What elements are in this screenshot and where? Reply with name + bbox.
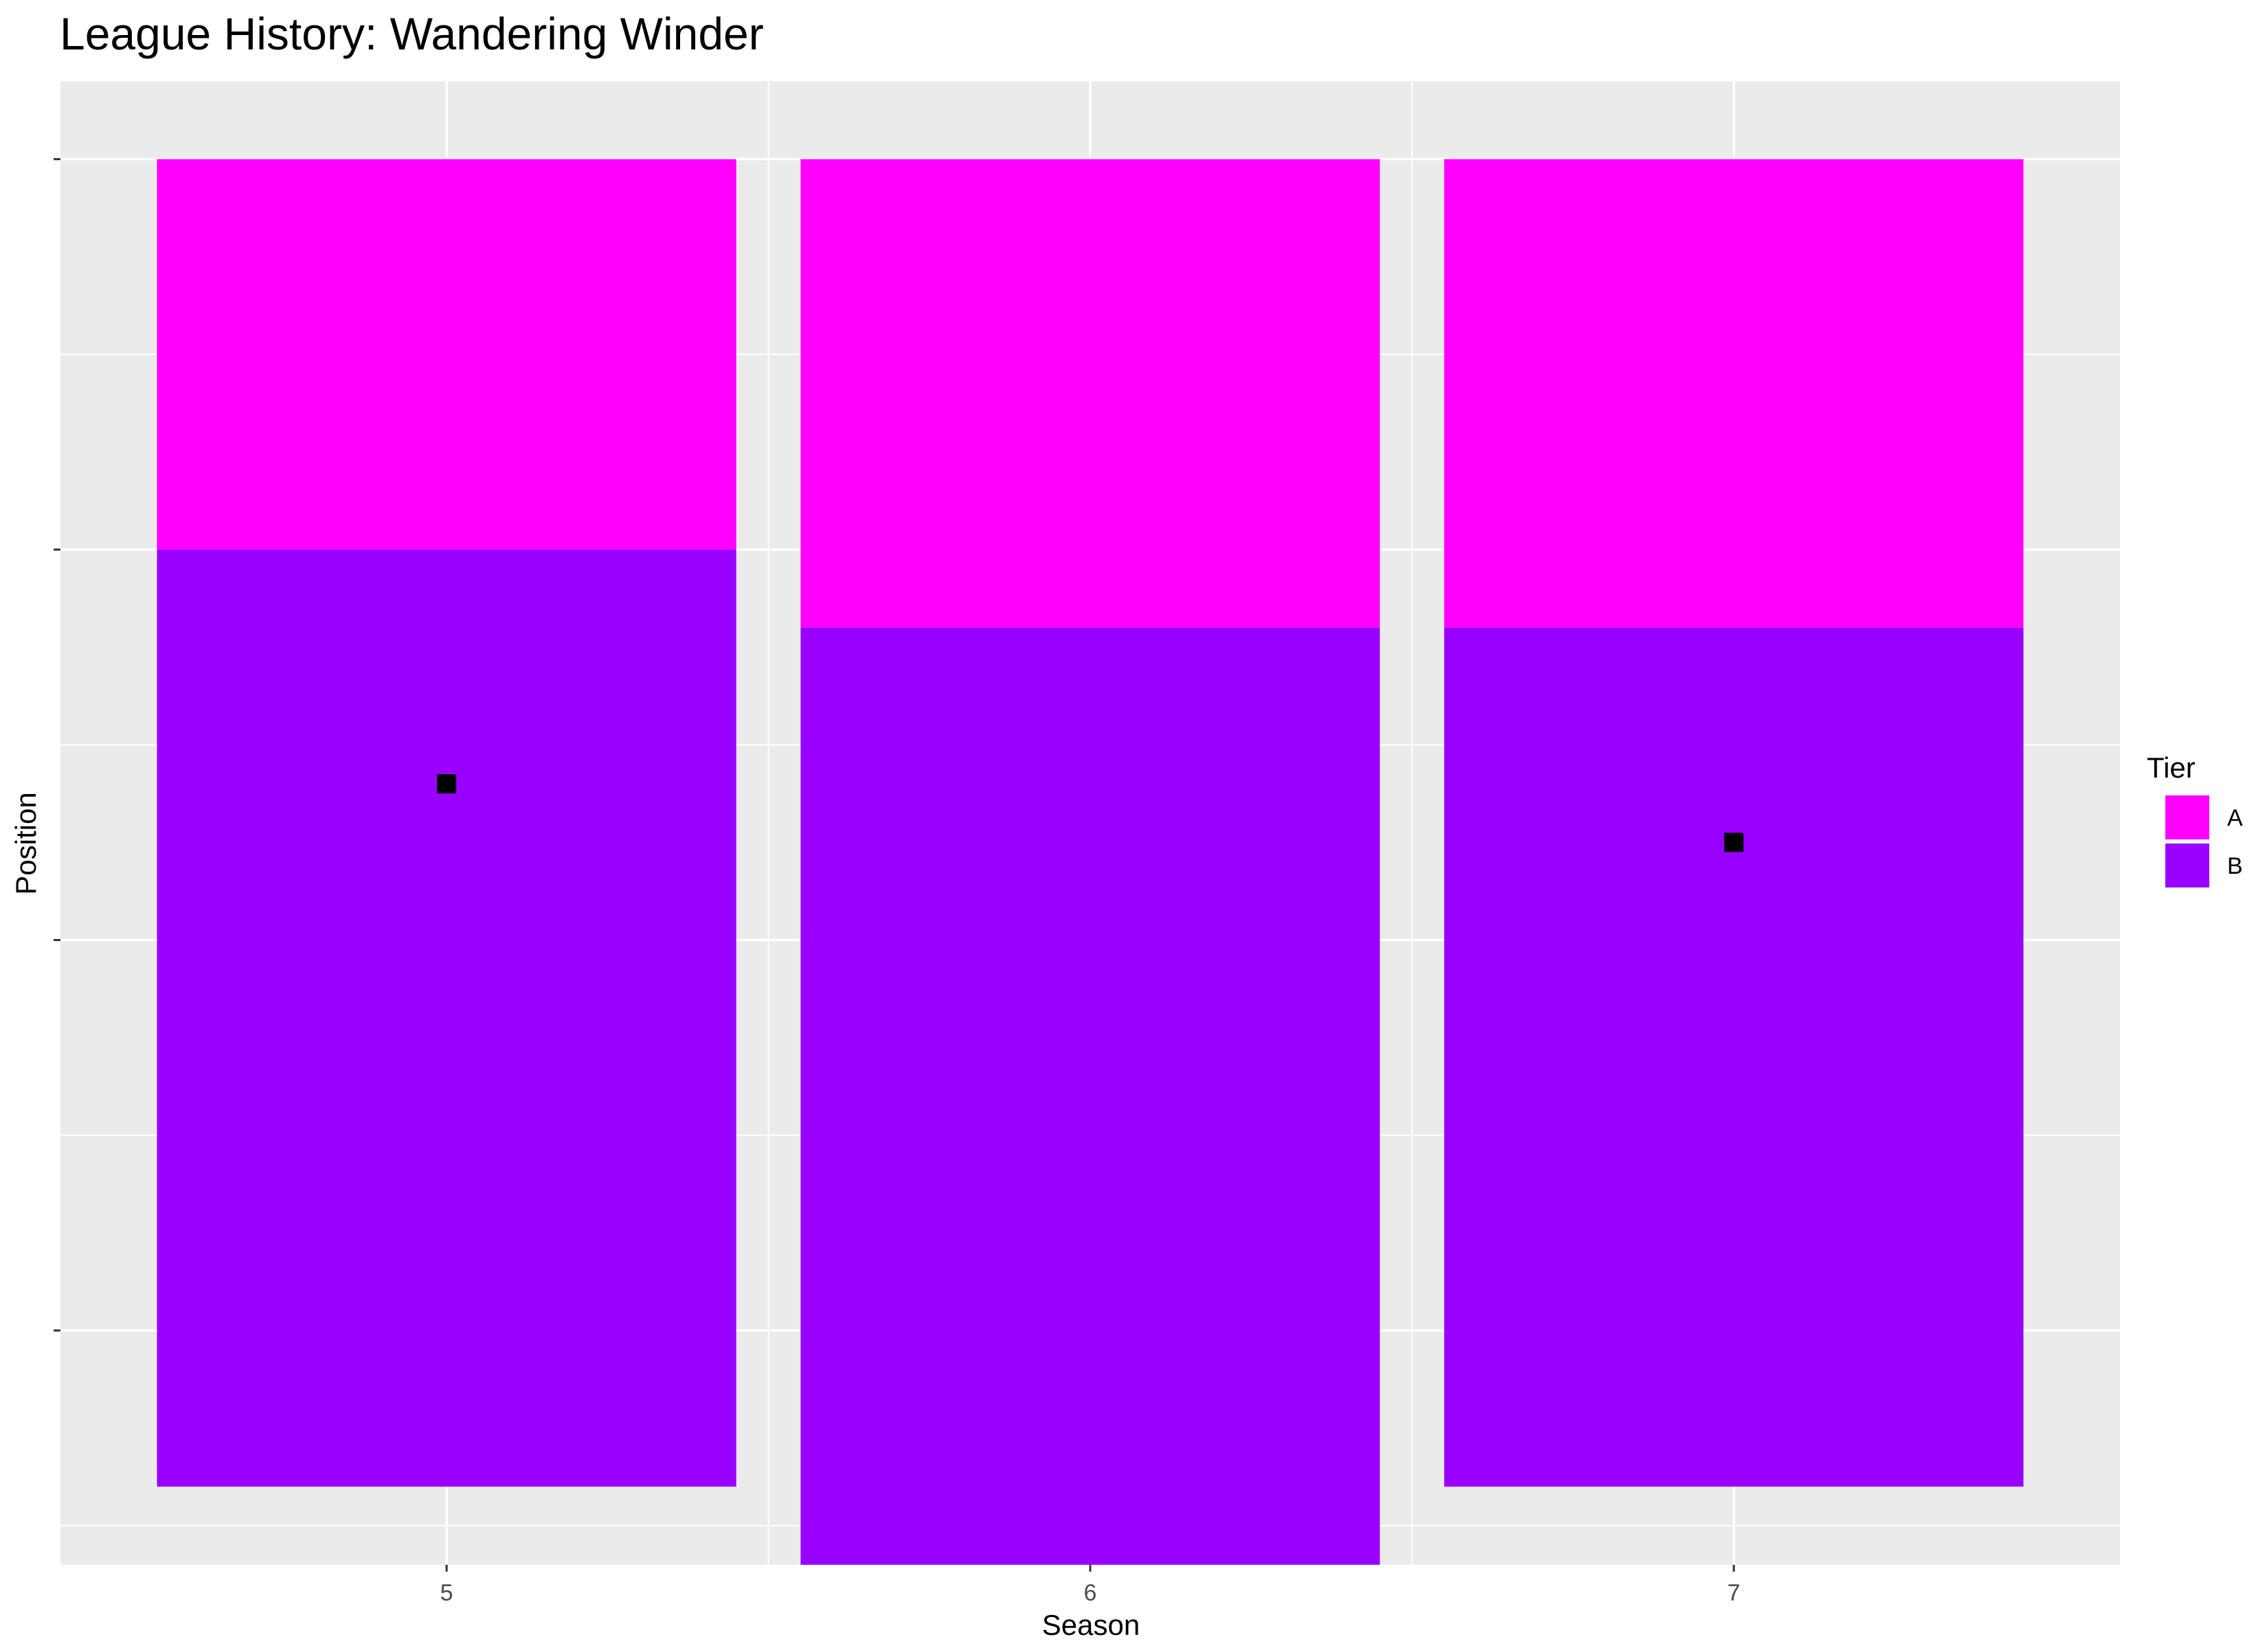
y-axis-title: Position [10,792,42,894]
point-season-5 [437,774,457,794]
points-layer [437,774,1744,852]
legend-title: Tier [2147,751,2196,784]
x-tick-label: 6 [1084,1580,1097,1606]
legend-key-a [2165,795,2209,839]
chart-title: League History: Wandering Winder [60,8,764,59]
bar-b-season-7 [1444,627,2024,1487]
x-axis-title: Season [1042,1609,1140,1641]
bar-b-season-5 [157,550,736,1487]
bar-a-season-5 [157,159,736,550]
legend-label-a: A [2227,805,2243,831]
bars-layer [157,159,2024,1565]
point-season-7 [1724,833,1744,852]
axes-layer: 5 6 7 [54,158,1740,1606]
x-tick-label: 5 [440,1580,453,1606]
bar-a-season-7 [1444,159,2024,628]
legend-key-b [2165,844,2209,887]
bar-a-season-6 [800,159,1380,628]
legend: Tier AB [2147,751,2243,887]
x-tick-label: 7 [1727,1580,1740,1606]
legend-label-b: B [2227,853,2243,879]
bar-b-season-6 [800,627,1380,1565]
